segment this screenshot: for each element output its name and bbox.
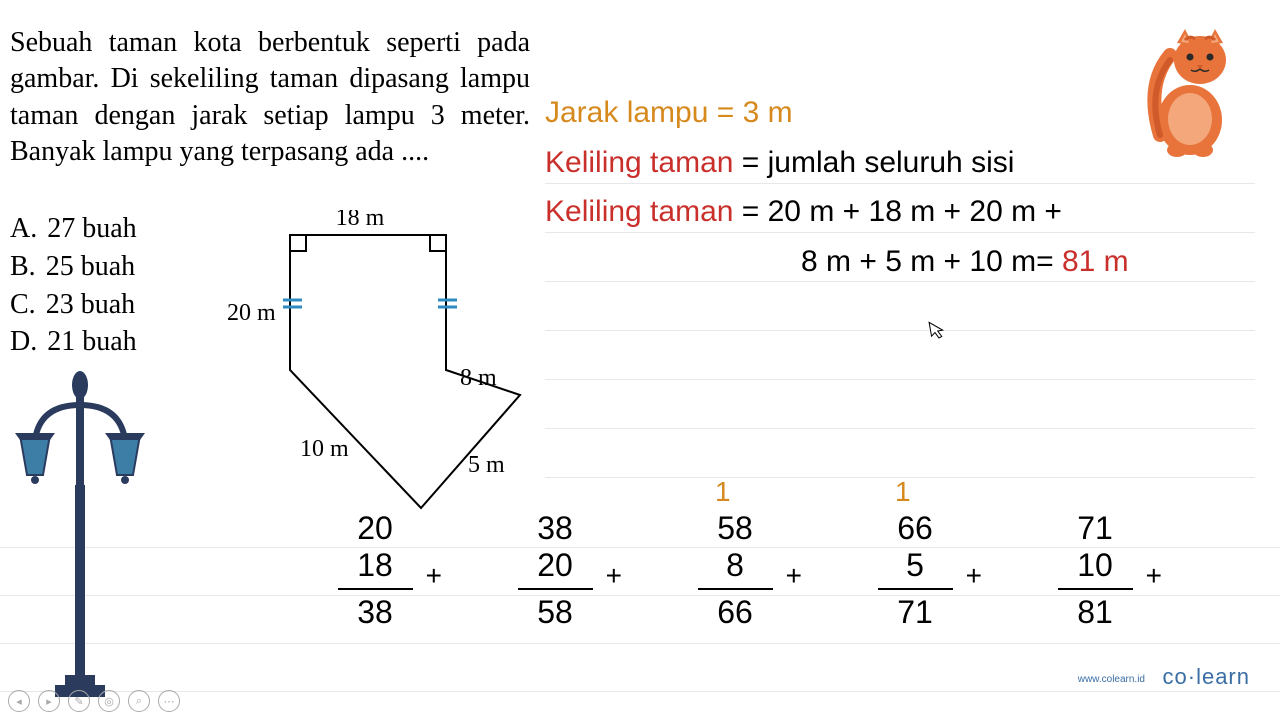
addition-workings: 20 18 + 38 38 20 + 58 1 58 8 + 66 1 66 5…: [320, 510, 1150, 631]
option-c: C. 23 buah: [10, 286, 137, 324]
addition-5: 71 10 + 81: [1040, 510, 1150, 631]
label-notch: 8 m: [460, 365, 497, 391]
right-angle-left: [290, 235, 306, 251]
brand-url: www.colearn.id: [1078, 674, 1145, 685]
answer-options: A. 27 buah B. 25 buah C. 23 buah D. 21 b…: [10, 210, 137, 361]
label-br: 5 m: [468, 452, 505, 478]
question-text: Sebuah taman kota berbentuk seperti pada…: [10, 25, 530, 171]
right-angle-right: [430, 235, 446, 251]
label-top: 18 m: [336, 210, 385, 231]
label-bl: 10 m: [300, 436, 349, 462]
addition-3: 1 58 8 + 66: [680, 510, 790, 631]
option-a: A. 27 buah: [10, 210, 137, 248]
nav-circle-button[interactable]: ◎: [98, 690, 120, 712]
nav-prev-button[interactable]: ◂: [8, 690, 30, 712]
option-d: D. 21 buah: [10, 323, 137, 361]
addition-2: 38 20 + 58: [500, 510, 610, 631]
solution-line-3: Keliling taman = 20 m + 18 m + 20 m +: [545, 187, 1265, 237]
addition-1: 20 18 + 38: [320, 510, 430, 631]
label-left: 20 m: [227, 300, 276, 326]
park-diagram: 18 m 20 m 8 m 5 m 10 m: [200, 210, 540, 530]
nav-next-button[interactable]: ▸: [38, 690, 60, 712]
lamp-icon: [10, 365, 150, 705]
addition-4: 1 66 5 + 71: [860, 510, 970, 631]
nav-search-button[interactable]: ⌕: [128, 690, 150, 712]
solution-line-4: 8 m + 5 m + 10 m= 81 m: [545, 237, 1265, 287]
brand-logo: co·learn: [1163, 664, 1250, 690]
cat-icon: [1135, 25, 1250, 160]
option-b: B. 25 buah: [10, 248, 137, 286]
nav-pen-button[interactable]: ✎: [68, 690, 90, 712]
nav-controls: ◂ ▸ ✎ ◎ ⌕ ⋯: [8, 690, 180, 712]
nav-more-button[interactable]: ⋯: [158, 690, 180, 712]
